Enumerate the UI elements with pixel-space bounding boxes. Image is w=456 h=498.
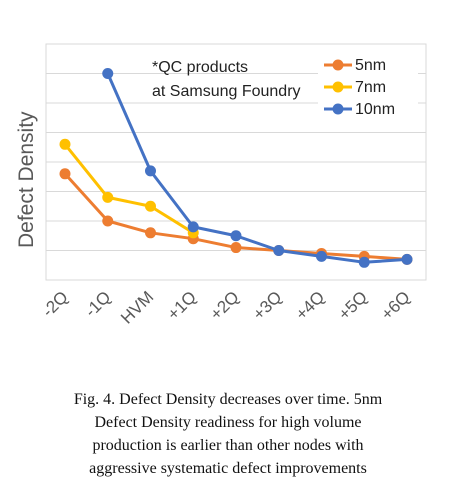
x-tick-labels: -2Q -1Q HVM +1Q +2Q +3Q +4Q +5Q +6Q	[38, 287, 413, 327]
caption-line-1: Fig. 4. Defect Density decreases over ti…	[73, 391, 383, 408]
figure-caption: Fig. 4. Defect Density decreases over ti…	[18, 388, 438, 480]
data-point-10nm-+2Q	[230, 230, 242, 242]
data-point-7nm--2Q	[59, 138, 71, 150]
caption-line-2: Defect Density readiness for high volume	[94, 414, 362, 431]
data-point-10nm-+3Q	[273, 245, 285, 256]
legend-marker-10nm	[332, 103, 344, 115]
legend-marker-7nm	[332, 81, 344, 93]
x-tick-label: +1Q	[164, 287, 200, 323]
data-point-5nm--2Q	[59, 168, 71, 180]
x-tick-label: +5Q	[335, 287, 371, 323]
x-tick-label: +6Q	[377, 287, 413, 323]
series-layer	[59, 68, 413, 268]
defect-density-chart: Defect Density *QC products at Samsung F…	[15, 43, 427, 328]
caption-line-3: production is earlier than other nodes w…	[92, 437, 364, 454]
data-point-5nm-HVM	[145, 227, 156, 239]
data-point-10nm-+4Q	[316, 250, 327, 262]
data-point-10nm--1Q	[102, 68, 114, 79]
legend-label-10nm: 10nm	[355, 101, 395, 118]
data-point-10nm-+5Q	[358, 256, 370, 268]
data-point-7nm--1Q	[102, 191, 114, 203]
annotation-line-2: at Samsung Foundry	[152, 83, 301, 100]
data-point-10nm-+1Q	[187, 221, 199, 233]
legend-marker-5nm	[332, 59, 344, 71]
legend-label-7nm: 7nm	[355, 79, 386, 96]
data-point-10nm-HVM	[145, 165, 156, 177]
annotation-line-1: *QC products	[152, 59, 248, 76]
x-tick-label: +2Q	[206, 287, 242, 323]
x-tick-label: -1Q	[81, 287, 114, 320]
data-point-5nm-+2Q	[230, 242, 242, 254]
series-7nm	[59, 138, 199, 239]
x-tick-label: HVM	[117, 287, 157, 327]
caption-line-4: aggressive systematic defect improvement…	[89, 460, 367, 477]
series-line-7nm	[63, 143, 195, 235]
y-axis-label: Defect Density	[15, 111, 38, 248]
series-line-10nm	[106, 72, 408, 264]
data-point-7nm-HVM	[145, 200, 156, 212]
x-tick-label: +3Q	[249, 287, 285, 323]
data-point-10nm-+6Q	[401, 253, 413, 265]
legend: 5nm 7nm 10nm	[318, 53, 418, 123]
series-10nm	[102, 68, 413, 268]
series-5nm	[59, 168, 413, 265]
x-tick-label: -2Q	[38, 287, 71, 320]
x-tick-label: +4Q	[292, 287, 328, 323]
legend-label-5nm: 5nm	[355, 57, 386, 74]
data-point-5nm--1Q	[102, 215, 114, 227]
